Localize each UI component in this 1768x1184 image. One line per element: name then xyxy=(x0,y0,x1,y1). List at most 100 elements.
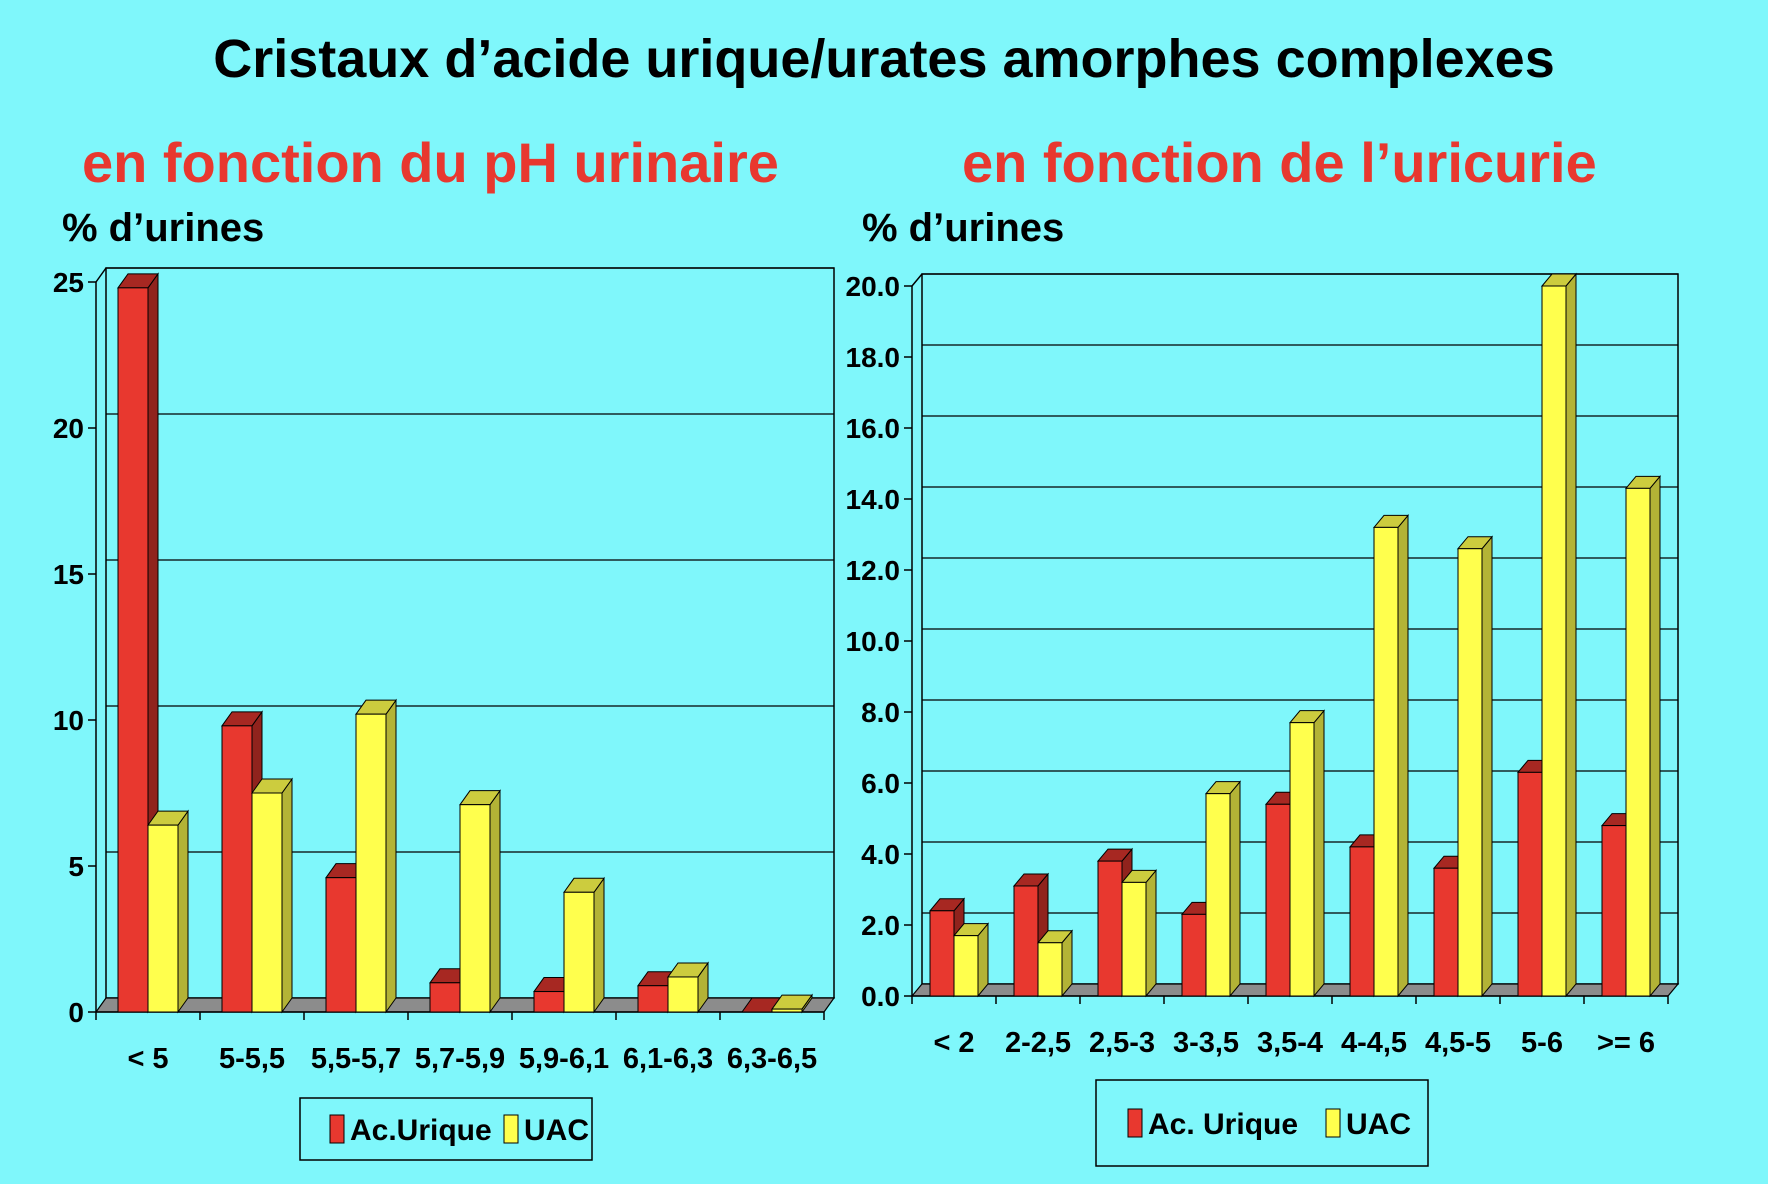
legend-box xyxy=(1095,1079,1429,1167)
legend-label: Ac.Urique xyxy=(350,1114,492,1147)
bar-front xyxy=(355,713,387,1013)
bar-front xyxy=(1037,942,1063,997)
bar-front xyxy=(1205,793,1231,997)
x-tick-label: 4-4,5 xyxy=(1341,1027,1407,1059)
bar-side xyxy=(177,809,189,1014)
legend-swatch xyxy=(503,1114,519,1144)
y-tick-label: 2.0 xyxy=(861,910,900,941)
legend-label: UAC xyxy=(524,1114,589,1147)
chart-left-subtitle: en fonction du pH urinaire xyxy=(82,131,779,194)
bar-side xyxy=(1145,869,1157,998)
bar-side xyxy=(281,777,293,1014)
bar-front xyxy=(147,824,179,1013)
legend-label: Ac. Urique xyxy=(1148,1108,1298,1141)
bar-uac-7 xyxy=(1540,272,1578,998)
x-tick-label: 4,5-5 xyxy=(1425,1027,1491,1059)
bar-front xyxy=(1013,885,1039,997)
bar-uac-1 xyxy=(1036,929,1074,998)
x-tick-label: 6,3-6,5 xyxy=(727,1043,817,1075)
x-tick-label: < 2 xyxy=(933,1027,974,1059)
bar-front xyxy=(637,985,669,1013)
x-tick-label: < 5 xyxy=(127,1043,168,1075)
bar-ac-urique-0 xyxy=(117,272,159,1014)
main-title: Cristaux d’acide urique/urates amorphes … xyxy=(213,29,1555,89)
legend-swatch xyxy=(1127,1108,1143,1138)
bar-side xyxy=(1397,514,1409,998)
y-tick-label: 10 xyxy=(53,705,84,736)
bar-front xyxy=(1601,825,1627,997)
bar-front xyxy=(1373,526,1399,997)
y-tick-label: 15 xyxy=(53,559,84,590)
bar-front xyxy=(221,725,253,1013)
bar-front xyxy=(117,287,149,1013)
bar-side xyxy=(1481,535,1493,998)
chart-right-ylabel: % d’urines xyxy=(862,206,1065,250)
bar-uac-5 xyxy=(667,961,709,1014)
bar-front xyxy=(325,877,357,1013)
bar-front xyxy=(1541,285,1567,997)
x-tick-label: 5,5-5,7 xyxy=(311,1043,401,1075)
bar-uac-0 xyxy=(147,809,189,1014)
bar-front xyxy=(667,976,699,1013)
x-tick-label: 6,1-6,3 xyxy=(623,1043,713,1075)
bar-front xyxy=(1349,846,1375,997)
chart-uricurie: 0.0 2.0 4.0 6.0 8.0 10.0 12.0 14.0 16.0 18.0 20.0 <… xyxy=(846,271,1680,1167)
bar-front xyxy=(953,935,979,997)
bar-front xyxy=(429,982,461,1013)
y-axis-top-edge xyxy=(911,273,923,287)
bar-front xyxy=(1097,860,1123,997)
legend-box xyxy=(299,1097,593,1161)
bar-uac-6 xyxy=(771,993,813,1014)
bar-side xyxy=(1229,780,1241,998)
bar-front xyxy=(929,910,955,997)
bar-uac-6 xyxy=(1456,535,1494,998)
y-tick-label: 25 xyxy=(53,267,84,298)
bar-side xyxy=(1565,272,1577,998)
bar-front xyxy=(1433,867,1459,997)
y-tick-label: 20.0 xyxy=(846,271,901,302)
chart-left-ylabel: % d’urines xyxy=(62,206,265,250)
bar-front xyxy=(1457,548,1483,997)
bar-uac-5 xyxy=(1372,514,1410,998)
legend: Ac. Urique UAC xyxy=(1095,1079,1429,1167)
legend-label: UAC xyxy=(1346,1108,1411,1141)
bar-side xyxy=(489,789,501,1014)
bar-front xyxy=(563,891,595,1013)
legend: Ac.Urique UAC xyxy=(299,1097,593,1161)
bar-front xyxy=(1625,487,1651,997)
legend-swatch xyxy=(1325,1108,1341,1138)
y-tick-label: 6.0 xyxy=(861,768,900,799)
bar-front xyxy=(459,804,491,1013)
bar-front xyxy=(533,991,565,1013)
y-tick-label: 0.0 xyxy=(861,981,900,1012)
bar-side xyxy=(593,876,605,1014)
bar-front xyxy=(771,1008,803,1013)
x-tick-label: 2,5-3 xyxy=(1089,1027,1155,1059)
y-tick-label: 4.0 xyxy=(861,839,900,870)
bar-front xyxy=(1517,771,1543,997)
x-tick-label: 3,5-4 xyxy=(1257,1027,1323,1059)
bar-uac-1 xyxy=(251,777,293,1014)
bar-front xyxy=(1121,881,1147,997)
bar-uac-3 xyxy=(459,789,501,1014)
bar-uac-3 xyxy=(1204,780,1242,998)
bar-front xyxy=(251,792,283,1013)
bar-uac-0 xyxy=(952,922,990,998)
bar-front xyxy=(1181,913,1207,997)
x-tick-label: >= 6 xyxy=(1597,1027,1655,1059)
x-tick-label: 5,7-5,9 xyxy=(415,1043,505,1075)
bar-uac-4 xyxy=(1288,709,1326,998)
bar-uac-4 xyxy=(563,876,605,1014)
y-tick-label: 5 xyxy=(68,851,84,882)
y-tick-label: 18.0 xyxy=(846,342,901,373)
y-tick-label: 20 xyxy=(53,413,84,444)
y-tick-label: 10.0 xyxy=(846,626,901,657)
bar-front xyxy=(1289,722,1315,997)
x-tick-label: 2-2,5 xyxy=(1005,1027,1071,1059)
legend-swatch xyxy=(329,1114,345,1144)
x-tick-label: 5-5,5 xyxy=(219,1043,285,1075)
bar-uac-2 xyxy=(1120,869,1158,998)
y-tick-label: 8.0 xyxy=(861,697,900,728)
y-tick-label: 16.0 xyxy=(846,413,901,444)
